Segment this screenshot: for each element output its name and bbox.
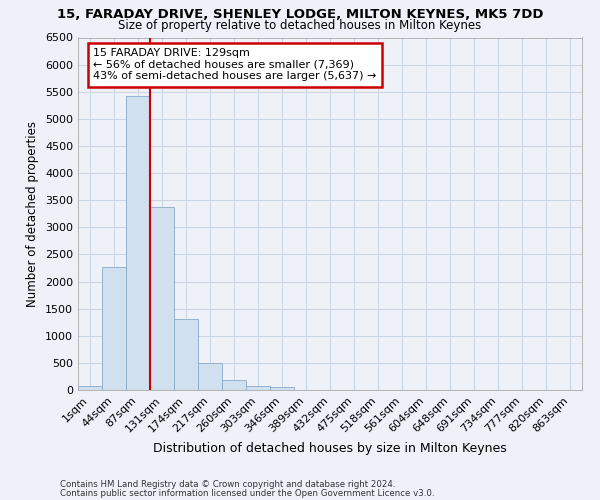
Bar — [150, 206, 174, 390]
Bar — [102, 267, 126, 390]
Text: 15 FARADAY DRIVE: 129sqm
← 56% of detached houses are smaller (7,369)
43% of sem: 15 FARADAY DRIVE: 129sqm ← 56% of detach… — [93, 48, 376, 82]
Bar — [222, 380, 246, 390]
Text: Size of property relative to detached houses in Milton Keynes: Size of property relative to detached ho… — [118, 19, 482, 32]
Y-axis label: Number of detached properties: Number of detached properties — [26, 120, 40, 306]
Text: Contains HM Land Registry data © Crown copyright and database right 2024.: Contains HM Land Registry data © Crown c… — [60, 480, 395, 489]
Bar — [78, 386, 102, 390]
Bar — [198, 364, 222, 390]
Bar — [126, 96, 150, 390]
Bar — [174, 319, 198, 390]
X-axis label: Distribution of detached houses by size in Milton Keynes: Distribution of detached houses by size … — [153, 442, 507, 455]
Bar — [246, 386, 270, 390]
Text: Contains public sector information licensed under the Open Government Licence v3: Contains public sector information licen… — [60, 489, 434, 498]
Bar — [270, 388, 294, 390]
Text: 15, FARADAY DRIVE, SHENLEY LODGE, MILTON KEYNES, MK5 7DD: 15, FARADAY DRIVE, SHENLEY LODGE, MILTON… — [57, 8, 543, 20]
